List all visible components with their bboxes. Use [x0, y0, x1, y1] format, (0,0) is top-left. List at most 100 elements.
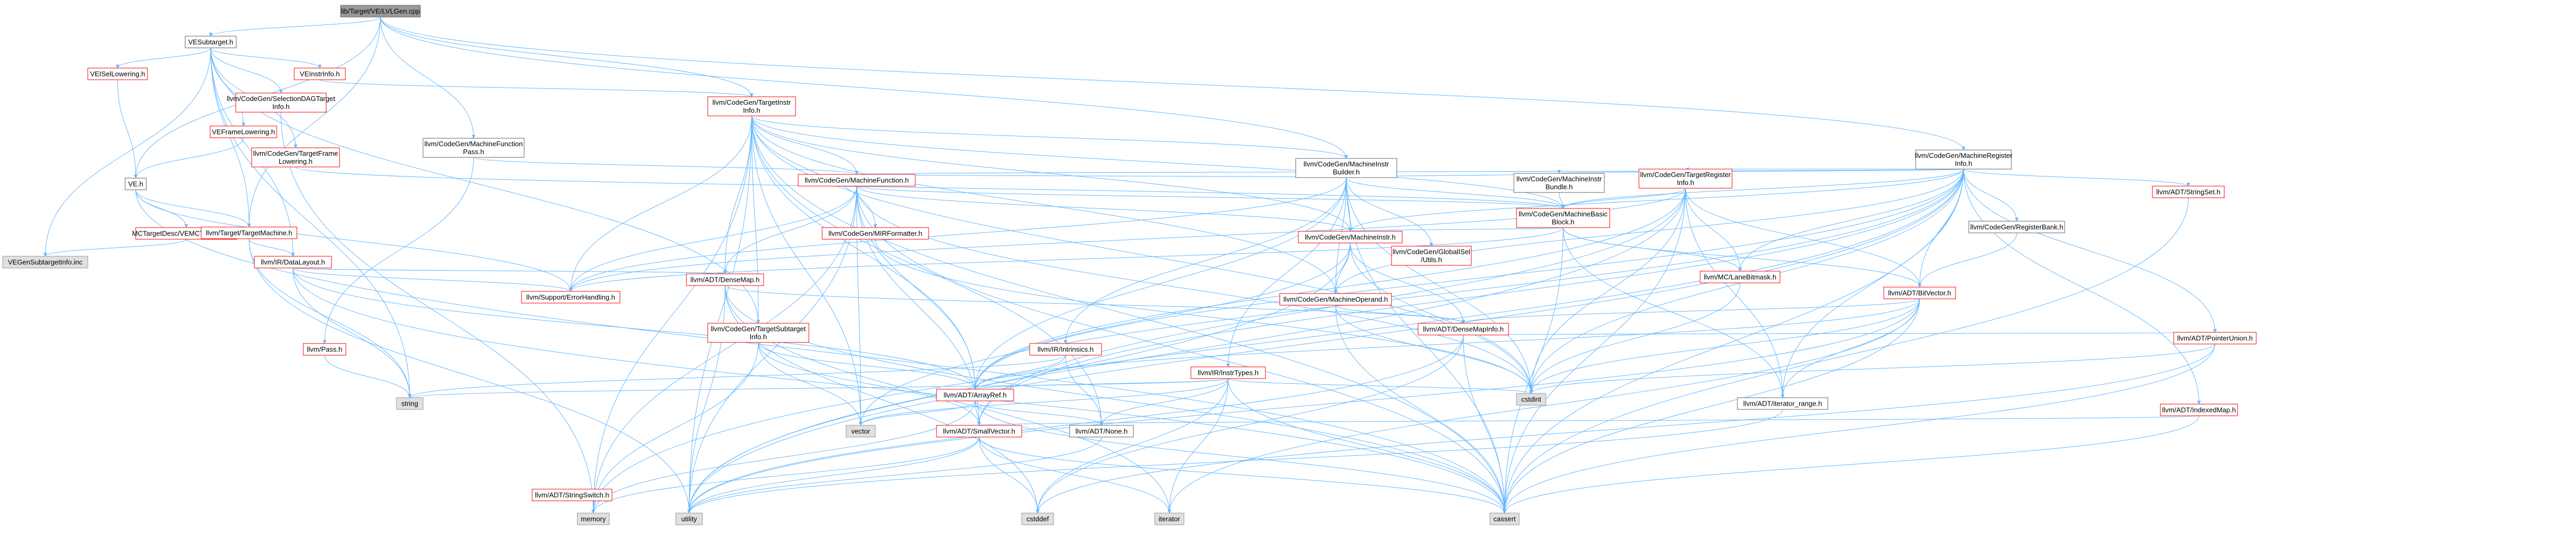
- node-targetmachine[interactable]: llvm/Target/TargetMachine.h: [201, 226, 297, 239]
- node-label-intrinsics: llvm/IR/Intrinsics.h: [1038, 346, 1094, 354]
- node-globalisel[interactable]: llvm/CodeGen/GlobalISel/Utils.h: [1391, 246, 1472, 266]
- node-label-targetframelowering: Lowering.h: [279, 157, 313, 165]
- node-box-mri: [1915, 149, 2012, 170]
- node-veinstrinfo[interactable]: VEInstrInfo.h: [294, 68, 346, 80]
- node-densemap[interactable]: llvm/ADT/DenseMap.h: [686, 273, 764, 286]
- edge-lanebitmask-to-cstdint: [1529, 282, 1741, 394]
- node-datalayout[interactable]: llvm/IR/DataLayout.h: [254, 256, 332, 268]
- node-root[interactable]: lib/Target/VE/LVLGen.cpp: [340, 5, 421, 18]
- node-memory[interactable]: memory: [577, 513, 610, 525]
- node-box-none: [1069, 425, 1134, 438]
- node-label-cstddef: cstddef: [1026, 515, 1049, 523]
- node-layer: lib/Target/VE/LVLGen.cpp VESubtarget.h VEI…: [2, 5, 2257, 525]
- node-box-targetinstrinfo: [707, 96, 796, 116]
- node-densemapinfo[interactable]: llvm/ADT/DenseMapInfo.h: [1418, 323, 1509, 335]
- edge-mri-to-iteratorrange: [1780, 169, 1964, 398]
- node-none[interactable]: llvm/ADT/None.h: [1069, 425, 1134, 438]
- edge-root-to-mfpass: [380, 16, 476, 139]
- node-instrtypes[interactable]: llvm/IR/InstrTypes.h: [1190, 366, 1266, 379]
- node-label-pass: llvm/Pass.h: [307, 346, 342, 354]
- node-stringset[interactable]: llvm/ADT/StringSet.h: [2152, 186, 2225, 198]
- edge-indexedmap-to-smallvector: [978, 415, 2199, 426]
- node-veh[interactable]: VE.h: [125, 178, 147, 190]
- edge-pass-to-string: [324, 355, 412, 398]
- node-label-machinefunction: llvm/CodeGen/MachineFunction.h: [805, 177, 909, 184]
- node-box-indexedmap: [2160, 404, 2238, 416]
- edge-machinebasicblock-to-machineinstr: [1348, 227, 1563, 232]
- node-utility[interactable]: utility: [675, 513, 703, 525]
- node-mirformatter[interactable]: llvm/CodeGen/MIRFormatter.h: [822, 227, 929, 240]
- node-label-targetframelowering: llvm/CodeGen/TargetFrame: [253, 149, 338, 157]
- node-box-machineinstr: [1298, 231, 1403, 244]
- node-machineoperand[interactable]: llvm/CodeGen/MachineOperand.h: [1279, 293, 1392, 306]
- node-box-root: [340, 5, 421, 18]
- node-vector[interactable]: vector: [846, 425, 876, 438]
- edge-machineinstr-to-machineoperand: [1333, 242, 1351, 294]
- edge-targetinstrinfo-to-arrayref: [751, 115, 977, 390]
- node-label-mibundle: Bundle.h: [1545, 183, 1572, 191]
- node-label-arrayref: llvm/ADT/ArrayRef.h: [943, 391, 1006, 399]
- node-box-iterator: [1154, 513, 1185, 525]
- node-stringswitch[interactable]: llvm/ADT/StringSwitch.h: [532, 489, 612, 501]
- node-box-vegensubtarget: [2, 256, 88, 268]
- node-label-string: string: [401, 400, 418, 408]
- node-machinefunction[interactable]: llvm/CodeGen/MachineFunction.h: [798, 174, 916, 187]
- edge-targetinstrinfo-to-mibuilder: [751, 115, 1348, 159]
- node-label-targetsubtarget: Info.h: [750, 333, 767, 341]
- node-cassert[interactable]: cassert: [1489, 513, 1520, 525]
- edge-arrayref-to-none: [975, 400, 1104, 426]
- node-pass[interactable]: llvm/Pass.h: [303, 343, 346, 356]
- node-iterator[interactable]: iterator: [1154, 513, 1185, 525]
- node-box-utility: [675, 513, 703, 525]
- node-label-vegensubtarget: VEGenSubtargetInfo.inc: [8, 258, 83, 266]
- node-label-registerbank: llvm/CodeGen/RegisterBank.h: [1970, 223, 2064, 231]
- node-vesubtarget[interactable]: VESubtarget.h: [185, 36, 237, 48]
- node-cstddef[interactable]: cstddef: [1021, 513, 1054, 525]
- node-label-mibundle: llvm/CodeGen/MachineInstr: [1517, 175, 1602, 183]
- node-box-veinstrinfo: [294, 68, 346, 80]
- edge-vesubtarget-to-selectiondag: [210, 47, 283, 94]
- node-pointerunion[interactable]: llvm/ADT/PointerUnion.h: [2173, 332, 2257, 345]
- node-cstdint[interactable]: cstdint: [1516, 393, 1546, 406]
- edge-mibuilder-to-cstdint: [1346, 177, 1533, 394]
- edge-machinefunction-to-machinebasicblock: [856, 186, 1565, 209]
- node-label-bitvector: llvm/ADT/BitVector.h: [1888, 289, 1951, 297]
- node-lanebitmask[interactable]: llvm/MC/LaneBitmask.h: [1700, 271, 1780, 283]
- node-vegensubtarget[interactable]: VEGenSubtargetInfo.inc: [2, 256, 88, 268]
- node-errorhandling[interactable]: llvm/Support/ErrorHandling.h: [521, 291, 620, 304]
- edge-smallvector-to-memory: [591, 437, 980, 514]
- edge-targetinstrinfo-to-machinebasicblock: [751, 115, 1565, 209]
- edge-mri-to-registerbank: [1963, 169, 2019, 222]
- node-string[interactable]: string: [396, 397, 424, 410]
- node-veisellowering[interactable]: VEISelLowering.h: [87, 68, 148, 80]
- node-bitvector[interactable]: llvm/ADT/BitVector.h: [1883, 287, 1956, 299]
- edge-pointerunion-to-cstdint: [1529, 343, 2215, 394]
- node-intrinsics[interactable]: llvm/IR/Intrinsics.h: [1029, 343, 1102, 356]
- node-box-mfpass: [423, 138, 525, 158]
- node-label-targetinstrinfo: Info.h: [743, 106, 760, 114]
- node-veframelowering[interactable]: VEFrameLowering.h: [210, 125, 277, 138]
- node-iteratorrange[interactable]: llvm/ADT/iterator_range.h: [1737, 397, 1828, 410]
- node-registerbank[interactable]: llvm/CodeGen/RegisterBank.h: [1968, 221, 2065, 233]
- node-label-datalayout: llvm/IR/DataLayout.h: [261, 258, 325, 266]
- node-indexedmap[interactable]: llvm/ADT/IndexedMap.h: [2160, 404, 2238, 416]
- node-box-smallvector: [936, 425, 1022, 438]
- edge-targetregisterinfo-to-iteratorrange: [1685, 188, 1785, 398]
- node-smallvector[interactable]: llvm/ADT/SmallVector.h: [936, 425, 1022, 438]
- edge-bitvector-to-arrayref: [973, 298, 1920, 390]
- node-arrayref[interactable]: llvm/ADT/ArrayRef.h: [936, 389, 1014, 401]
- node-machineinstr[interactable]: llvm/CodeGen/MachineInstr.h: [1298, 231, 1403, 244]
- edge-arrayref-to-vector: [859, 400, 975, 426]
- node-label-vesubtarget: VESubtarget.h: [188, 38, 234, 46]
- edge-machinebasicblock-to-bitvector: [1563, 227, 1921, 288]
